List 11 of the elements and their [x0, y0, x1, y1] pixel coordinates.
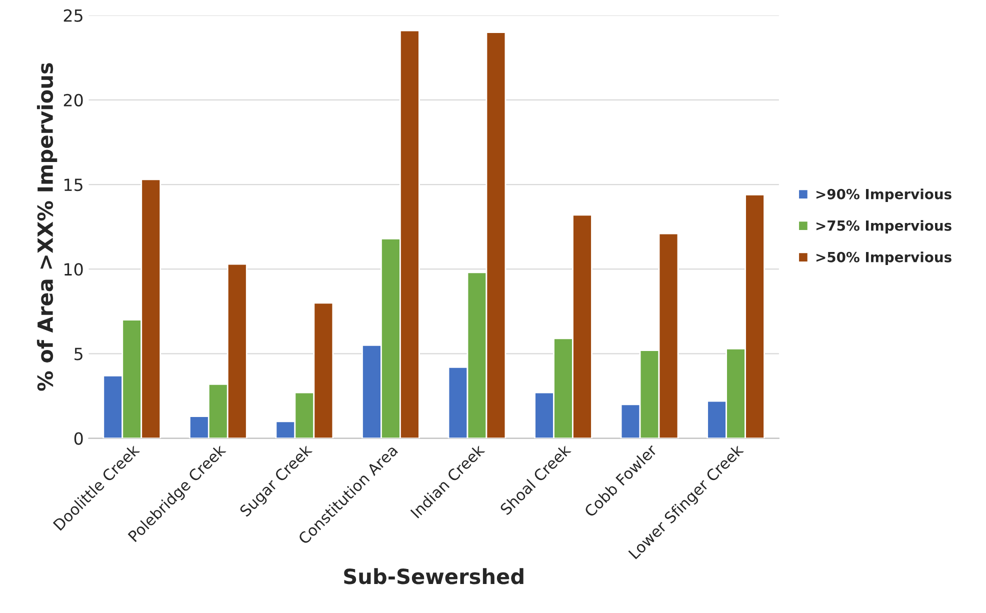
- y-axis-title: % of Area >XX% Impervious: [36, 63, 58, 391]
- y-tick-label: 10: [64, 263, 83, 276]
- y-tick-label: 5: [74, 348, 82, 360]
- y-tick-label: 0: [74, 432, 83, 445]
- x-axis-title: Sub-Sewershed: [344, 568, 524, 584]
- legend-label: >50% Impervious: [816, 252, 952, 266]
- y-tick-label: 20: [64, 94, 83, 106]
- legend-label: >75% Impervious: [816, 220, 952, 234]
- y-tick-label: 15: [64, 178, 82, 192]
- y-tick-label: 25: [64, 9, 82, 22]
- legend-label: >90% Impervious: [816, 188, 952, 202]
